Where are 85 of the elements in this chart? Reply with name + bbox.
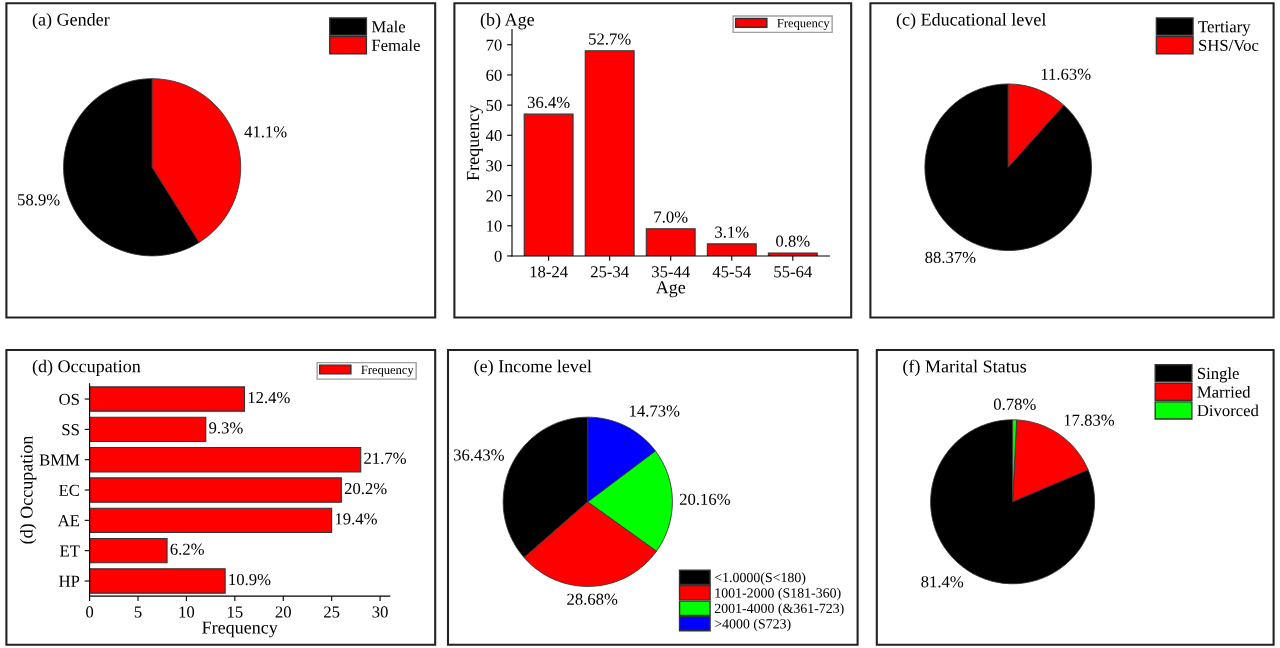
data-label: 88.37% bbox=[925, 251, 976, 264]
x-tick-label: 35-44 bbox=[652, 266, 690, 278]
y-axis-title: Frequency bbox=[467, 104, 483, 181]
legend-label: Female bbox=[371, 39, 420, 51]
x-tick-label: 15 bbox=[227, 606, 243, 618]
x-tick-label: 20 bbox=[275, 606, 291, 618]
y-tick-label: BMM bbox=[39, 454, 80, 466]
bar bbox=[706, 243, 757, 256]
data-label: 20.16% bbox=[679, 493, 731, 505]
data-label: 28.68% bbox=[567, 593, 618, 605]
x-axis-title: Frequency bbox=[202, 621, 278, 638]
x-tick-label: 25 bbox=[324, 606, 340, 618]
legend-label: Divorced bbox=[1197, 404, 1259, 417]
x-tick-label: 10 bbox=[179, 606, 195, 618]
bar bbox=[89, 447, 362, 473]
data-label: 14.73% bbox=[630, 405, 680, 417]
data-label: 11.63% bbox=[1041, 68, 1091, 80]
annotation: 10.9% bbox=[229, 573, 271, 586]
y-axis-title: (d) Occupation bbox=[19, 435, 37, 544]
bar bbox=[645, 228, 696, 256]
x-tick-label: 55-64 bbox=[774, 266, 812, 278]
annotation: 3.1% bbox=[715, 226, 749, 238]
data-label: 81.4% bbox=[921, 576, 964, 588]
data-label: 0.78% bbox=[993, 398, 1036, 410]
bar bbox=[89, 386, 246, 412]
x-tick-label: 18-24 bbox=[530, 266, 568, 278]
annotation: 19.4% bbox=[335, 513, 377, 525]
legend-label: Single bbox=[1197, 367, 1239, 383]
bar bbox=[89, 416, 207, 443]
annotation: 21.7% bbox=[364, 452, 406, 464]
chart-title: (f) Marital Status bbox=[903, 359, 1027, 377]
x-axis-title: Age bbox=[655, 281, 686, 298]
y-tick-label: ET bbox=[60, 545, 80, 557]
pie-slice bbox=[924, 83, 1092, 252]
legend-label: Frequency bbox=[777, 19, 830, 30]
bar bbox=[89, 537, 168, 564]
legend-label: >4000 (S723) bbox=[714, 618, 791, 632]
legend-label: Tertiary bbox=[1198, 21, 1251, 36]
y-tick-label: 50 bbox=[486, 99, 502, 112]
annotation: 7.0% bbox=[654, 211, 688, 223]
y-tick-label: 0 bbox=[494, 250, 502, 262]
data-label: 17.83% bbox=[1064, 414, 1115, 426]
x-tick-label: 25-34 bbox=[590, 266, 629, 278]
y-tick-label: HP bbox=[59, 575, 80, 587]
bar bbox=[523, 113, 574, 256]
y-tick-label: SS bbox=[62, 424, 79, 436]
y-tick-label: 20 bbox=[486, 190, 502, 202]
y-tick-label: OS bbox=[59, 393, 79, 405]
legend-label: 2001-4000 (&361-723) bbox=[714, 603, 844, 616]
bar bbox=[584, 50, 635, 256]
annotation: 20.2% bbox=[344, 482, 387, 495]
bar bbox=[89, 507, 333, 534]
y-tick-label: 60 bbox=[486, 69, 502, 81]
legend-label: Married bbox=[1197, 385, 1251, 398]
annotation: 6.2% bbox=[170, 543, 204, 555]
data-label: 58.9% bbox=[18, 194, 60, 206]
legend-label: Male bbox=[371, 20, 406, 33]
y-tick-label: 30 bbox=[486, 160, 502, 172]
x-tick-label: 5 bbox=[134, 606, 142, 618]
legend-label: Frequency bbox=[361, 365, 414, 377]
annotation: 12.4% bbox=[248, 391, 290, 404]
legend-label: SHS/Voc bbox=[1199, 39, 1259, 52]
chart-title: (d) Occupation bbox=[32, 359, 141, 377]
annotation: 36.4% bbox=[527, 96, 570, 109]
y-tick-label: AE bbox=[57, 515, 80, 527]
data-label: 41.1% bbox=[244, 126, 287, 138]
y-tick-label: EC bbox=[59, 484, 79, 496]
annotation: 0.8% bbox=[776, 235, 810, 247]
y-tick-label: 70 bbox=[486, 39, 502, 51]
legend-label: 1001-2000 (S181-360) bbox=[715, 587, 841, 601]
x-tick-label: 0 bbox=[86, 606, 94, 618]
annotation: 52.7% bbox=[589, 33, 631, 45]
x-tick-label: 30 bbox=[372, 606, 388, 618]
chart-title: (a) Gender bbox=[32, 12, 110, 30]
legend-label: <1.0000(S<180) bbox=[714, 572, 806, 585]
chart-title: (e) Income level bbox=[474, 359, 592, 377]
chart-title: (b) Age bbox=[480, 12, 535, 30]
chart-title: (c) Educational level bbox=[896, 12, 1047, 30]
y-tick-label: 10 bbox=[487, 220, 502, 232]
bar bbox=[89, 477, 342, 503]
y-tick-label: 40 bbox=[485, 129, 502, 142]
bar bbox=[89, 568, 226, 594]
data-label: 36.43% bbox=[453, 449, 504, 461]
annotation: 9.3% bbox=[209, 422, 243, 434]
x-tick-label: 45-54 bbox=[712, 266, 751, 278]
